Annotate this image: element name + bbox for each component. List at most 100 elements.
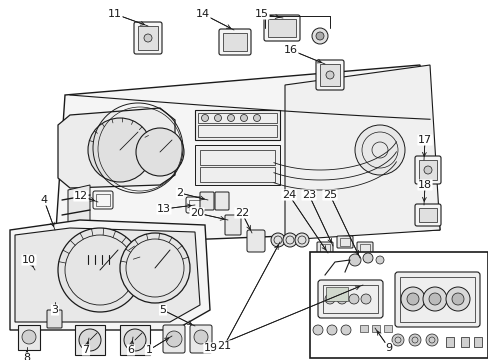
Text: 19: 19 bbox=[203, 343, 218, 353]
FancyBboxPatch shape bbox=[316, 242, 332, 254]
Bar bbox=[325, 287, 347, 301]
Circle shape bbox=[165, 331, 182, 347]
Bar bbox=[359, 325, 367, 332]
FancyBboxPatch shape bbox=[356, 242, 372, 254]
FancyBboxPatch shape bbox=[190, 325, 212, 353]
Polygon shape bbox=[68, 185, 90, 245]
Bar bbox=[460, 337, 468, 347]
Circle shape bbox=[375, 256, 383, 264]
Text: 23: 23 bbox=[301, 190, 315, 200]
Circle shape bbox=[346, 282, 356, 292]
Circle shape bbox=[143, 34, 152, 42]
FancyBboxPatch shape bbox=[215, 192, 228, 210]
FancyBboxPatch shape bbox=[414, 156, 440, 184]
Text: 25: 25 bbox=[322, 190, 336, 200]
Polygon shape bbox=[15, 228, 200, 322]
Text: 14: 14 bbox=[196, 9, 210, 19]
Bar bbox=[195, 145, 280, 185]
FancyBboxPatch shape bbox=[317, 280, 382, 318]
Text: 8: 8 bbox=[23, 353, 30, 360]
Text: 12: 12 bbox=[74, 191, 88, 201]
Circle shape bbox=[38, 258, 46, 266]
Text: 13: 13 bbox=[157, 204, 171, 214]
Bar bbox=[339, 238, 349, 246]
Bar bbox=[200, 167, 274, 182]
Circle shape bbox=[312, 325, 323, 335]
Circle shape bbox=[120, 233, 190, 303]
Bar bbox=[198, 125, 276, 137]
Bar bbox=[96, 194, 110, 206]
Circle shape bbox=[201, 114, 208, 122]
Polygon shape bbox=[58, 108, 175, 188]
FancyBboxPatch shape bbox=[224, 215, 241, 235]
Bar bbox=[399, 277, 474, 322]
Circle shape bbox=[406, 293, 418, 305]
FancyBboxPatch shape bbox=[246, 230, 264, 252]
FancyBboxPatch shape bbox=[339, 268, 389, 306]
Text: 24: 24 bbox=[281, 190, 296, 200]
Text: 9: 9 bbox=[385, 343, 392, 353]
Text: 1: 1 bbox=[145, 345, 152, 355]
Circle shape bbox=[325, 71, 333, 79]
FancyBboxPatch shape bbox=[163, 325, 184, 353]
Bar bbox=[200, 150, 274, 165]
Bar bbox=[323, 285, 377, 313]
Bar bbox=[75, 325, 105, 355]
Circle shape bbox=[356, 324, 366, 334]
Circle shape bbox=[240, 114, 247, 122]
Text: 20: 20 bbox=[189, 208, 203, 218]
Text: 18: 18 bbox=[417, 180, 431, 190]
Text: 4: 4 bbox=[41, 195, 47, 205]
Text: 11: 11 bbox=[108, 9, 122, 19]
Circle shape bbox=[362, 253, 372, 263]
Circle shape bbox=[214, 114, 221, 122]
Bar bbox=[418, 208, 436, 222]
Text: 2: 2 bbox=[176, 188, 183, 198]
FancyBboxPatch shape bbox=[185, 197, 203, 213]
Bar bbox=[473, 337, 481, 347]
FancyBboxPatch shape bbox=[336, 236, 352, 248]
Circle shape bbox=[380, 324, 390, 334]
Polygon shape bbox=[285, 65, 439, 240]
FancyBboxPatch shape bbox=[134, 22, 162, 54]
Circle shape bbox=[124, 329, 146, 351]
Text: 6: 6 bbox=[127, 345, 134, 355]
Circle shape bbox=[194, 330, 207, 344]
Circle shape bbox=[336, 294, 346, 304]
Circle shape bbox=[348, 294, 358, 304]
Circle shape bbox=[340, 325, 350, 335]
Circle shape bbox=[136, 128, 183, 176]
Circle shape bbox=[368, 282, 378, 292]
Bar bbox=[319, 64, 339, 86]
Bar bbox=[33, 251, 51, 273]
Circle shape bbox=[354, 125, 404, 175]
Bar bbox=[138, 26, 158, 50]
Bar bbox=[371, 325, 379, 332]
Circle shape bbox=[425, 334, 437, 346]
Circle shape bbox=[315, 32, 324, 40]
Bar bbox=[309, 252, 487, 358]
Circle shape bbox=[451, 293, 463, 305]
Text: 10: 10 bbox=[22, 255, 36, 265]
Bar bbox=[359, 244, 369, 252]
FancyBboxPatch shape bbox=[264, 15, 299, 41]
Circle shape bbox=[326, 325, 336, 335]
Circle shape bbox=[227, 114, 234, 122]
Bar bbox=[18, 325, 40, 350]
Circle shape bbox=[270, 233, 285, 247]
Circle shape bbox=[368, 324, 378, 334]
Bar bbox=[195, 110, 280, 140]
Bar bbox=[189, 200, 201, 210]
Circle shape bbox=[294, 233, 308, 247]
FancyBboxPatch shape bbox=[47, 310, 62, 328]
Text: 3: 3 bbox=[51, 305, 59, 315]
Circle shape bbox=[408, 334, 420, 346]
Bar bbox=[418, 160, 436, 180]
Bar bbox=[354, 317, 399, 342]
Bar bbox=[345, 273, 384, 301]
Text: 15: 15 bbox=[254, 9, 268, 19]
Circle shape bbox=[422, 287, 446, 311]
Text: 17: 17 bbox=[417, 135, 431, 145]
Bar bbox=[198, 113, 276, 123]
FancyBboxPatch shape bbox=[414, 204, 440, 226]
